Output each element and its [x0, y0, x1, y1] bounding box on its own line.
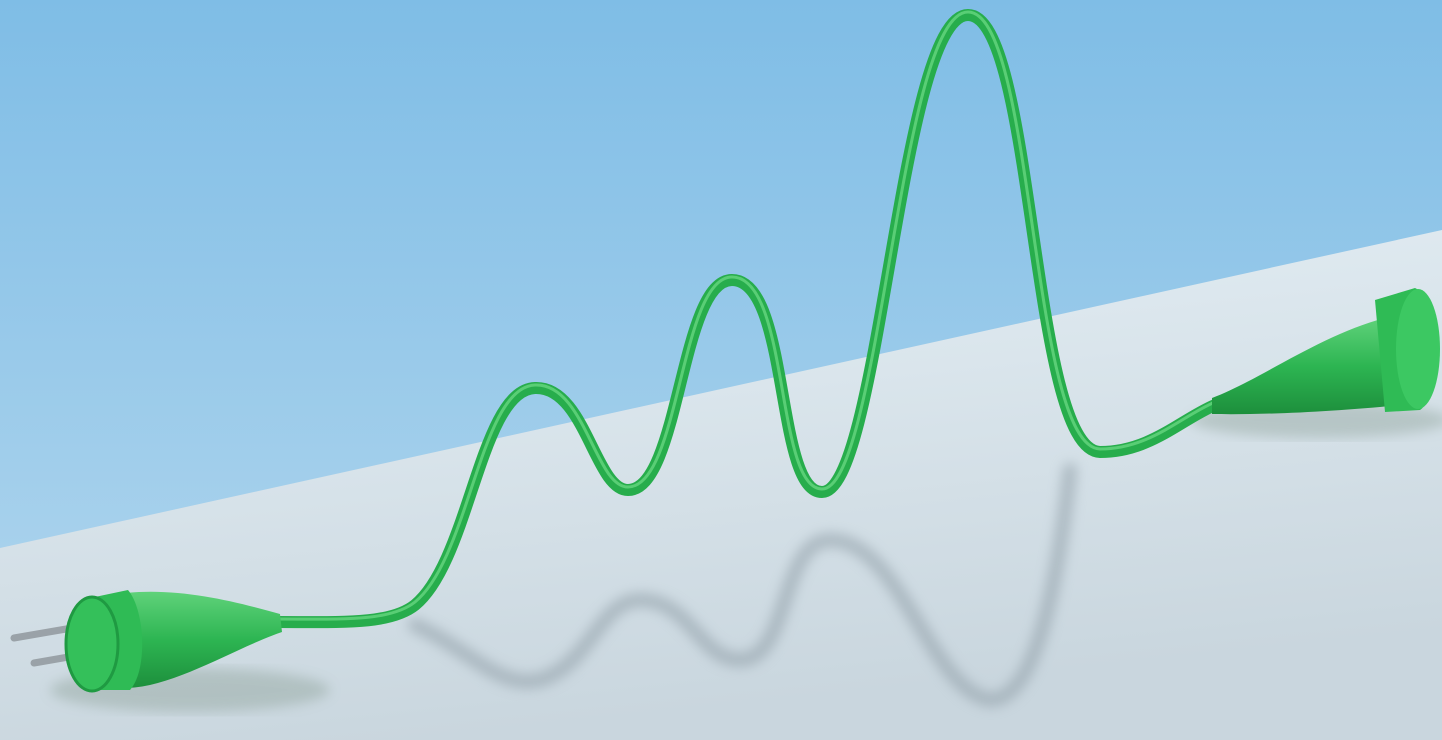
scene	[0, 0, 1442, 740]
plug-face	[66, 597, 118, 691]
page: (() => { const data = JSON.parse(documen…	[0, 0, 1442, 740]
socket-face	[1396, 289, 1440, 409]
